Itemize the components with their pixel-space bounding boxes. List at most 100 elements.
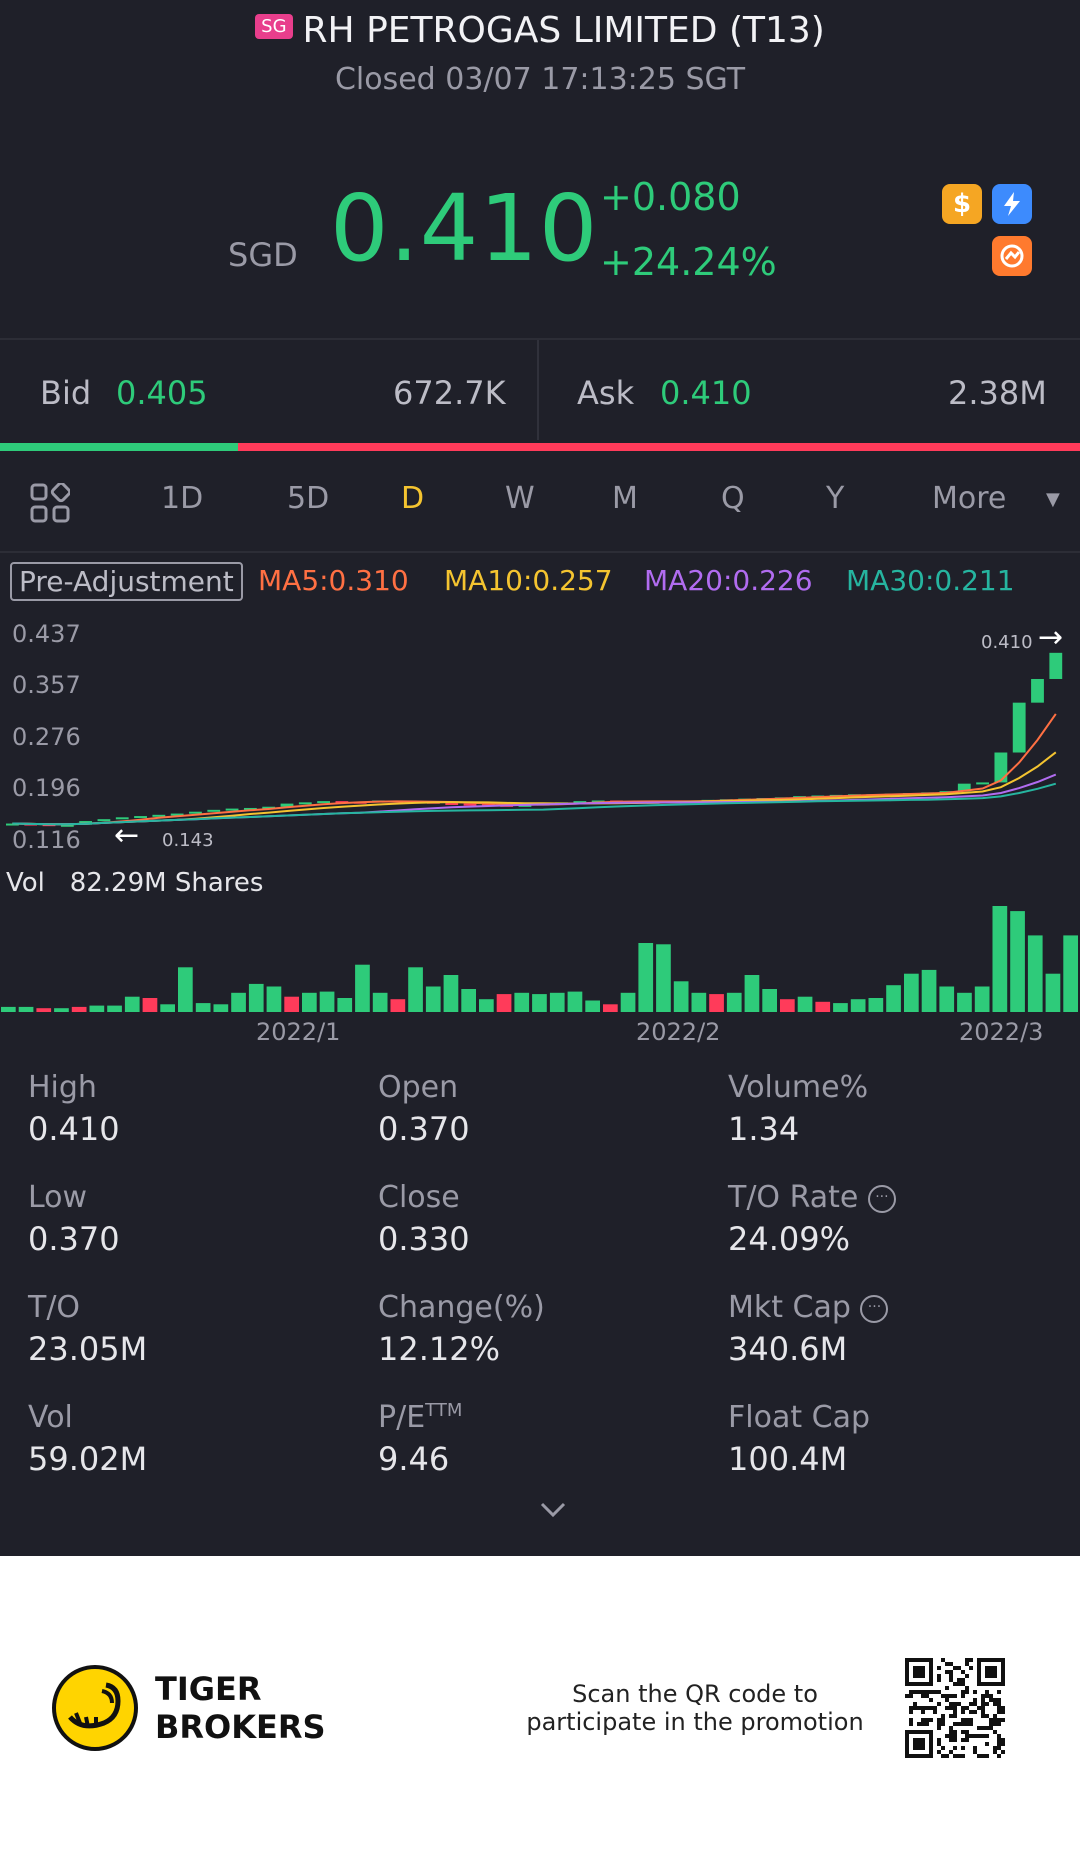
stat-label-turnover-rate: T/O Rate ··· — [728, 1180, 896, 1215]
chevron-down-icon[interactable]: ▼ — [1046, 489, 1060, 510]
bid-price: 0.405 — [116, 374, 208, 412]
candle — [298, 802, 312, 805]
stat-label-open: Open — [378, 1070, 459, 1105]
price-change-percent: +24.24% — [600, 240, 777, 284]
volume-bar — [833, 1003, 848, 1012]
volume-bar — [443, 975, 459, 1012]
candle — [134, 816, 147, 819]
stat-value-turnover-rate: 24.09% — [728, 1220, 851, 1258]
price-change: +0.080 — [600, 175, 741, 219]
volume-bar — [532, 994, 547, 1012]
tab-w[interactable]: W — [505, 481, 535, 516]
tab-5d[interactable]: 5D — [287, 481, 330, 516]
volume-bar — [71, 1006, 87, 1012]
volume-bar — [36, 1008, 52, 1012]
stat-value-float-cap: 100.4M — [728, 1440, 848, 1478]
volume-bar — [1, 1006, 16, 1012]
volume-bar — [160, 1004, 175, 1012]
volume-bar — [1045, 973, 1061, 1012]
candle — [994, 752, 1008, 783]
last-price: 0.410 — [330, 175, 599, 282]
layout-grid-icon[interactable] — [30, 481, 72, 527]
stat-label-change: Change(%) — [378, 1290, 545, 1325]
volume-bar — [496, 994, 512, 1012]
tab-1d[interactable]: 1D — [161, 481, 204, 516]
volume-bar — [850, 999, 866, 1012]
tab-d[interactable]: D — [401, 481, 425, 516]
dollar-icon[interactable]: $ — [942, 184, 982, 224]
bid-ratio-bar — [0, 443, 238, 451]
volume-bar — [886, 985, 901, 1012]
volume-bar — [656, 944, 671, 1012]
volume-bar — [1063, 935, 1078, 1012]
volume-bar — [372, 992, 388, 1012]
volume-bar — [89, 1005, 105, 1012]
volume-bar — [815, 1001, 831, 1012]
ma5-value: MA5:0.310 — [258, 564, 409, 597]
arrow-right-icon: → — [1038, 620, 1064, 655]
timeframe-tabs: 1D 5D D W M Q Y More ▼ — [0, 451, 1080, 551]
candle — [976, 782, 989, 785]
candle — [1049, 652, 1063, 679]
volume-bar — [673, 981, 689, 1012]
stat-label-low: Low — [28, 1180, 88, 1215]
ask-ratio-bar — [238, 443, 1080, 451]
volume-bar — [957, 992, 972, 1012]
x-tick: 2022/3 — [959, 1018, 1044, 1046]
orange-circle-icon[interactable] — [992, 236, 1032, 276]
volume-bar — [319, 991, 335, 1012]
info-icon[interactable]: ··· — [860, 1294, 889, 1323]
volume-bar — [709, 994, 724, 1012]
tab-y[interactable]: Y — [826, 481, 845, 516]
volume-bar — [638, 943, 654, 1012]
candle — [1012, 702, 1026, 753]
stat-value-low: 0.370 — [28, 1220, 120, 1258]
info-icon[interactable]: ··· — [867, 1184, 896, 1213]
ma-line — [12, 713, 1057, 826]
volume-bar — [124, 996, 140, 1012]
y-tick: 0.437 — [12, 620, 81, 648]
candle — [262, 806, 276, 809]
lightning-icon[interactable] — [992, 184, 1032, 224]
pre-adjustment-button[interactable]: Pre-Adjustment — [10, 562, 243, 601]
tab-m[interactable]: M — [612, 481, 638, 516]
candle — [957, 783, 971, 792]
expand-chevron-icon[interactable] — [538, 1500, 568, 1524]
volume-bar — [302, 992, 317, 1012]
tab-more[interactable]: More — [932, 481, 1007, 516]
stat-value-turnover: 23.05M — [28, 1330, 148, 1368]
low-price-marker: 0.143 — [162, 830, 214, 851]
stat-value-close: 0.330 — [378, 1220, 470, 1258]
volume-shares: 82.29M Shares — [69, 868, 264, 898]
candle — [97, 819, 111, 822]
stock-title: RH PETROGAS LIMITED (T13) — [302, 10, 825, 51]
y-tick: 0.116 — [12, 826, 81, 854]
bid-ask-divider — [537, 340, 539, 440]
promo-footer — [0, 1556, 1080, 1859]
candle — [591, 800, 605, 803]
volume-chart[interactable] — [0, 900, 1080, 1015]
volume-bar — [992, 906, 1008, 1012]
candle — [115, 817, 129, 820]
volume-bar — [974, 986, 990, 1012]
stat-label-vol: Vol — [28, 1400, 73, 1435]
volume-bar — [355, 964, 370, 1012]
volume-bar — [780, 999, 795, 1012]
stat-label-close: Close — [378, 1180, 460, 1215]
scan-instruction: Scan the QR code to participate in the p… — [526, 1680, 864, 1736]
price-chart[interactable] — [0, 612, 1080, 852]
volume-bar — [107, 1005, 122, 1012]
brand-name: TIGER BROKERS — [155, 1670, 326, 1746]
volume-bar — [939, 986, 955, 1012]
stat-value-change: 12.12% — [378, 1330, 501, 1368]
candle — [189, 811, 202, 814]
volume-bar — [921, 969, 937, 1012]
tab-q[interactable]: Q — [721, 481, 745, 516]
volume-bar — [142, 998, 158, 1012]
x-tick: 2022/1 — [256, 1018, 341, 1046]
volume-bar — [567, 991, 583, 1012]
candle — [60, 824, 74, 827]
volume-bar — [284, 996, 299, 1012]
stat-value-volume-pct: 1.34 — [728, 1110, 800, 1148]
volume-bar — [1010, 911, 1025, 1012]
